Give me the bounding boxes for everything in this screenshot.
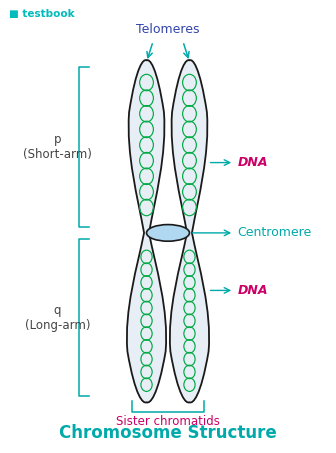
- Text: Chromosome Structure: Chromosome Structure: [59, 424, 277, 442]
- Ellipse shape: [146, 225, 190, 241]
- Text: Sister chromatids: Sister chromatids: [116, 415, 220, 428]
- PathPatch shape: [127, 60, 166, 403]
- Text: DNA: DNA: [238, 284, 268, 297]
- Text: p
(Short-arm): p (Short-arm): [23, 133, 92, 161]
- Text: q
(Long-arm): q (Long-arm): [25, 304, 90, 332]
- Text: Centromere: Centromere: [238, 226, 312, 239]
- PathPatch shape: [170, 60, 209, 403]
- Text: Telomeres: Telomeres: [136, 24, 200, 36]
- Text: ■ testbook: ■ testbook: [9, 9, 75, 19]
- Text: DNA: DNA: [238, 156, 268, 169]
